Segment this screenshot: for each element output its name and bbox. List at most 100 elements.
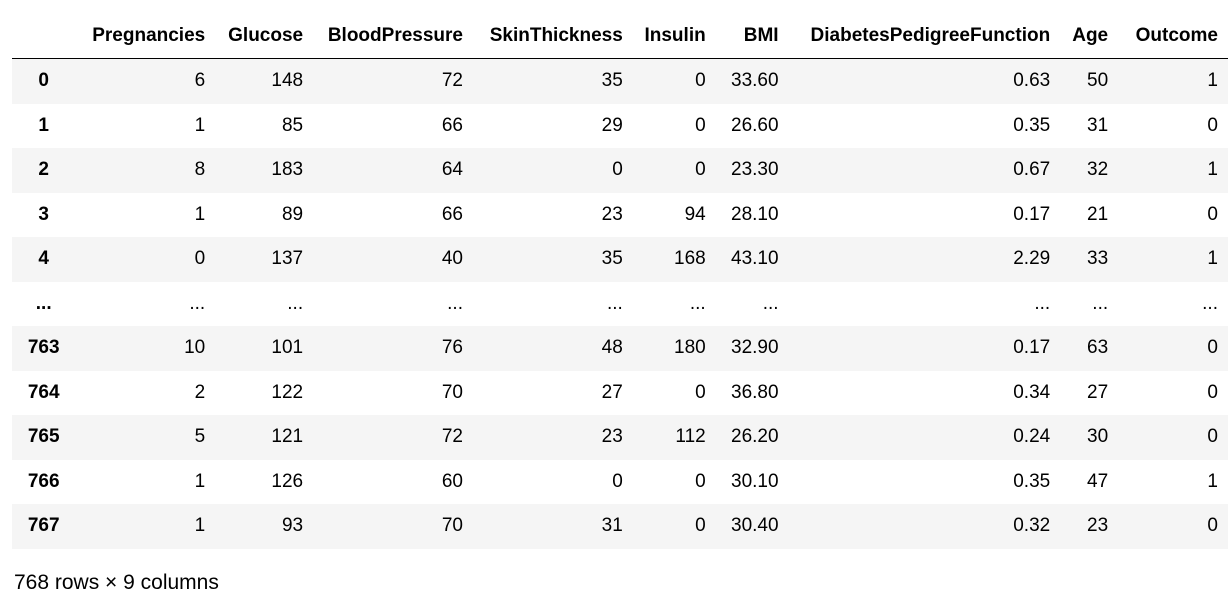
table-row: 1 1 85 66 29 0 26.60 0.35 31 0 xyxy=(12,104,1228,149)
column-header-glucose: Glucose xyxy=(215,14,314,59)
table-cell: 23.30 xyxy=(731,159,779,180)
table-cell: 33 xyxy=(1087,248,1109,269)
row-index: 767 xyxy=(27,515,60,536)
table-row: 767 1 93 70 31 0 30.40 0.32 23 0 xyxy=(12,504,1228,549)
table-cell: 0 xyxy=(1207,515,1218,536)
table-cell: 32.90 xyxy=(731,337,779,358)
table-cell: 0 xyxy=(695,114,706,136)
table-cell: 30 xyxy=(1087,426,1109,447)
table-row: 2 8 183 64 0 0 23.30 0.67 32 1 xyxy=(12,148,1228,193)
table-cell: 21 xyxy=(1087,203,1109,225)
table-cell: 183 xyxy=(271,159,304,180)
table-cell: 30.10 xyxy=(731,470,779,492)
table-cell: 29 xyxy=(601,114,623,136)
table-cell: 0.63 xyxy=(1013,70,1051,91)
row-index: 0 xyxy=(38,70,49,91)
table-cell: 121 xyxy=(271,426,304,447)
table-cell: 1 xyxy=(194,114,206,136)
row-index: ... xyxy=(35,292,52,314)
table-cell: 85 xyxy=(281,114,304,136)
table-cell: 50 xyxy=(1087,70,1109,91)
table-cell: ... xyxy=(1092,292,1109,314)
dataframe-table: Pregnancies Glucose BloodPressure SkinTh… xyxy=(12,14,1228,549)
table-cell: 72 xyxy=(441,426,463,447)
table-cell: 1 xyxy=(1207,248,1218,269)
table-cell: 0 xyxy=(695,70,706,91)
row-index: 4 xyxy=(38,248,49,269)
index-header xyxy=(12,14,76,59)
header-row: Pregnancies Glucose BloodPressure SkinTh… xyxy=(12,14,1228,59)
row-index: 766 xyxy=(27,470,60,492)
table-cell: 26.60 xyxy=(731,114,779,136)
table-cell: 1 xyxy=(194,203,206,225)
table-cell: ... xyxy=(287,292,304,314)
table-cell: 36.80 xyxy=(731,381,779,403)
table-cell: 70 xyxy=(441,381,463,403)
table-row: 766 1 126 60 0 0 30.10 0.35 47 1 xyxy=(12,460,1228,505)
row-index: 763 xyxy=(27,337,60,358)
table-cell: 48 xyxy=(601,337,623,358)
table-cell: 0 xyxy=(695,381,706,403)
table-cell: 60 xyxy=(441,470,463,492)
table-cell: 1 xyxy=(1207,70,1218,91)
table-cell: 101 xyxy=(271,337,304,358)
table-cell: ... xyxy=(189,292,206,314)
table-cell: 1 xyxy=(194,515,206,536)
table-cell: 28.10 xyxy=(731,203,779,225)
table-cell: ... xyxy=(606,292,623,314)
table-cell: 0 xyxy=(1207,114,1218,136)
column-header-diabetespedigreefunction: DiabetesPedigreeFunction xyxy=(788,14,1061,59)
table-cell: 27 xyxy=(601,381,623,403)
table-cell: 0 xyxy=(1207,203,1218,225)
table-cell: 0 xyxy=(695,470,706,492)
table-cell: 40 xyxy=(441,248,463,269)
table-cell: 148 xyxy=(271,70,304,91)
table-cell: ... xyxy=(447,292,463,314)
table-cell: 180 xyxy=(674,337,706,358)
table-cell: 31 xyxy=(601,515,623,536)
table-row: 765 5 121 72 23 112 26.20 0.24 30 0 xyxy=(12,415,1228,460)
table-cell: 0.34 xyxy=(1013,381,1051,403)
table-cell: 10 xyxy=(184,337,206,358)
table-cell: 23 xyxy=(601,426,623,447)
table-cell: 1 xyxy=(1207,159,1218,180)
table-cell: 0.35 xyxy=(1013,470,1051,492)
table-cell: 63 xyxy=(1087,337,1109,358)
table-shape-caption: 768 rows × 9 columns xyxy=(14,571,219,594)
table-cell: 94 xyxy=(684,203,706,225)
table-row: .............................. xyxy=(12,282,1228,327)
table-cell: 43.10 xyxy=(731,248,779,269)
table-cell: ... xyxy=(689,292,706,314)
table-cell: ... xyxy=(1202,292,1218,314)
table-body: 0 6 148 72 35 0 33.60 0.63 50 1 1 1 85 66 29 0 26.60 0.35… xyxy=(12,58,1228,549)
table-cell: 0 xyxy=(1207,337,1218,358)
table-cell: 0 xyxy=(194,248,206,269)
row-index: 2 xyxy=(38,159,49,180)
table-cell: 0 xyxy=(695,515,706,536)
table-cell: 0.35 xyxy=(1013,114,1051,136)
table-cell: ... xyxy=(1034,292,1051,314)
table-cell: 66 xyxy=(441,114,463,136)
table-cell: 0 xyxy=(695,159,706,180)
table-cell: 32 xyxy=(1087,159,1109,180)
column-header-outcome: Outcome xyxy=(1118,14,1228,59)
table-cell: 2.29 xyxy=(1013,248,1051,269)
table-cell: 70 xyxy=(441,515,463,536)
table-cell: 137 xyxy=(271,248,304,269)
table-row: 763 10 101 76 48 180 32.90 0.17 63 0 xyxy=(12,326,1228,371)
table-cell: ... xyxy=(762,292,779,314)
table-cell: 126 xyxy=(271,470,304,492)
table-cell: 35 xyxy=(601,70,623,91)
row-index: 3 xyxy=(38,203,49,225)
column-header-pregnancies: Pregnancies xyxy=(75,14,216,59)
table-cell: 47 xyxy=(1087,470,1109,492)
table-cell: 2 xyxy=(194,381,206,403)
table-cell: 8 xyxy=(194,159,206,180)
table-row: 764 2 122 70 27 0 36.80 0.34 27 0 xyxy=(12,371,1228,416)
table-cell: 23 xyxy=(601,203,623,225)
table-cell: 168 xyxy=(674,248,706,269)
table-cell: 0 xyxy=(612,159,623,180)
column-header-bmi: BMI xyxy=(715,14,789,59)
table-cell: 27 xyxy=(1087,381,1109,403)
table-cell: 0.17 xyxy=(1013,337,1051,358)
